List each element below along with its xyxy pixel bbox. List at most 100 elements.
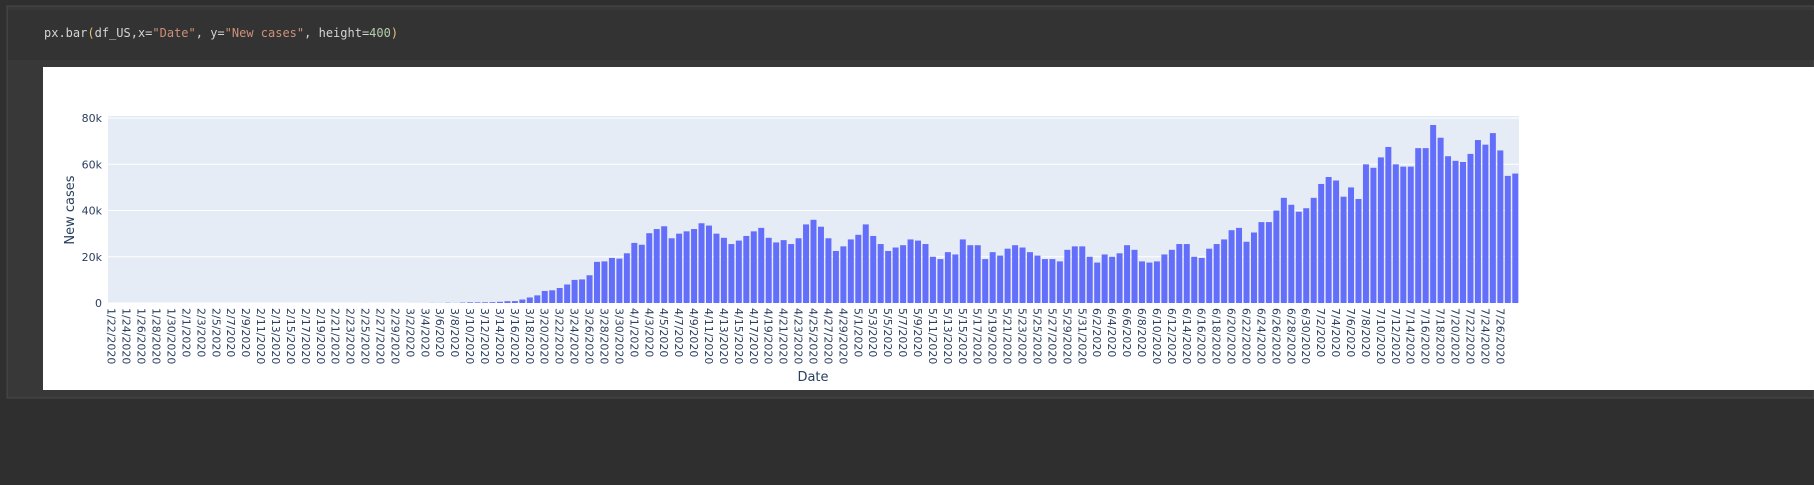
bar [997, 256, 1003, 303]
x-tick-label: 5/17/2020 [971, 308, 984, 364]
x-tick-label: 6/16/2020 [1195, 308, 1208, 364]
x-tick-label: 4/25/2020 [807, 308, 820, 364]
bar [482, 302, 488, 303]
bar [699, 223, 705, 303]
bar [1288, 205, 1294, 303]
x-tick-label: 5/29/2020 [1060, 308, 1073, 364]
bar [796, 238, 802, 303]
x-tick-label: 4/3/2020 [642, 308, 655, 357]
code-token: , y= [196, 26, 225, 40]
code-token: "New cases" [225, 26, 304, 40]
x-tick-label: 2/1/2020 [179, 308, 192, 357]
bar [1244, 242, 1250, 303]
bar [1273, 211, 1279, 303]
x-tick-label: 3/12/2020 [478, 308, 491, 364]
bar [1445, 156, 1451, 303]
bar [489, 302, 495, 303]
x-tick-label: 1/26/2020 [135, 308, 148, 364]
bar [900, 245, 906, 303]
bar [945, 252, 951, 303]
x-tick-label: 3/20/2020 [538, 308, 551, 364]
bar [1333, 180, 1339, 303]
bar [1296, 212, 1302, 303]
x-tick-label: 7/26/2020 [1493, 308, 1506, 364]
bar [960, 239, 966, 303]
bar [1124, 245, 1130, 303]
x-tick-label: 4/7/2020 [672, 308, 685, 357]
y-tick-label: 60k [82, 158, 103, 171]
code-token: 400 [369, 26, 391, 40]
code-token: "Date" [152, 26, 195, 40]
bar [967, 245, 973, 303]
x-tick-label: 4/19/2020 [762, 308, 775, 364]
bar [885, 251, 891, 303]
bar [758, 228, 764, 303]
bar [1430, 125, 1436, 303]
bar [601, 261, 607, 303]
bar [1020, 248, 1026, 303]
bar [1497, 150, 1503, 303]
x-tick-label: 4/9/2020 [687, 308, 700, 357]
bar [1184, 244, 1190, 303]
x-tick-label: 2/15/2020 [284, 308, 297, 364]
code-token: ) [391, 26, 398, 40]
x-tick-label: 5/7/2020 [896, 308, 909, 357]
x-tick-label: 7/18/2020 [1434, 308, 1447, 364]
x-tick-label: 6/28/2020 [1284, 308, 1297, 364]
x-tick-label: 7/16/2020 [1419, 308, 1432, 364]
bar [1206, 249, 1212, 303]
x-tick-label: 6/24/2020 [1254, 308, 1267, 364]
x-tick-label: 5/5/2020 [881, 308, 894, 357]
x-tick-label: 2/25/2020 [359, 308, 372, 364]
x-tick-label: 7/10/2020 [1374, 308, 1387, 364]
bar [1199, 258, 1205, 303]
x-tick-label: 7/12/2020 [1389, 308, 1402, 364]
bar [1400, 167, 1406, 303]
x-tick-label: 2/19/2020 [314, 308, 327, 364]
bar [728, 244, 734, 303]
x-tick-label: 3/8/2020 [448, 308, 461, 357]
x-tick-label: 1/28/2020 [150, 308, 163, 364]
x-tick-label: 3/26/2020 [583, 308, 596, 364]
bar [475, 302, 481, 303]
bar [766, 238, 772, 303]
bar [922, 244, 928, 303]
bar [1229, 230, 1235, 303]
x-tick-label: 2/5/2020 [209, 308, 222, 357]
x-tick-label: 1/24/2020 [120, 308, 133, 364]
bar [669, 238, 675, 303]
x-tick-label: 7/22/2020 [1463, 308, 1476, 364]
y-tick-label: 40k [82, 205, 103, 218]
x-tick-label: 5/25/2020 [1030, 308, 1043, 364]
x-tick-label: 6/12/2020 [1165, 308, 1178, 364]
y-tick-label: 0 [95, 297, 102, 310]
bar [1303, 208, 1309, 303]
bar [467, 302, 473, 303]
code-token: ( [87, 26, 94, 40]
code-token: , height= [304, 26, 369, 40]
x-tick-label: 6/26/2020 [1269, 308, 1282, 364]
bar [908, 239, 914, 303]
x-tick-label: 5/21/2020 [1001, 308, 1014, 364]
x-tick-label: 7/14/2020 [1404, 308, 1417, 364]
bar [1132, 250, 1138, 303]
bar [1281, 198, 1287, 303]
bar [624, 253, 630, 303]
bar [915, 241, 921, 303]
x-tick-label: 3/14/2020 [493, 308, 506, 364]
bar [542, 291, 548, 303]
x-tick-label: 6/4/2020 [1105, 308, 1118, 357]
bar [534, 295, 540, 303]
x-tick-label: 6/22/2020 [1240, 308, 1253, 364]
x-tick-label: 3/28/2020 [597, 308, 610, 364]
bar [1423, 148, 1429, 303]
bar [1139, 261, 1145, 303]
x-tick-label: 7/4/2020 [1329, 308, 1342, 357]
bar [1356, 199, 1362, 303]
bar [990, 252, 996, 303]
bar [616, 259, 622, 303]
bar [1221, 239, 1227, 303]
x-tick-label: 3/6/2020 [433, 308, 446, 357]
x-tick-label: 6/30/2020 [1299, 308, 1312, 364]
bar [1049, 259, 1055, 303]
